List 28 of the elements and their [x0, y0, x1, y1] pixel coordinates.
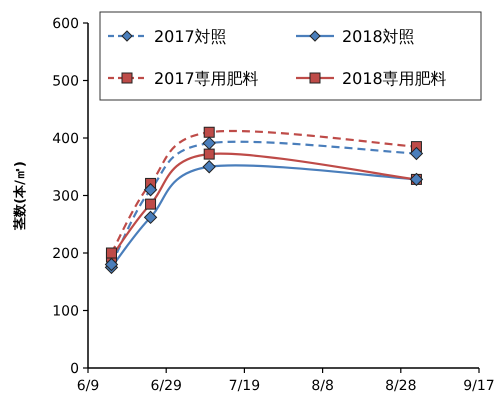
x-tick-label: 8/8 [311, 378, 334, 394]
legend-label: 2017対照 [154, 27, 227, 46]
y-tick-label: 0 [70, 361, 79, 377]
legend-label: 2018専用肥料 [342, 69, 447, 88]
y-tick-label: 400 [52, 131, 79, 147]
point [204, 148, 215, 160]
point [144, 183, 158, 196]
y-tick-label: 500 [52, 74, 79, 90]
y-tick-label: 300 [52, 188, 79, 204]
legend-label: 2017専用肥料 [154, 69, 259, 88]
point [202, 136, 216, 150]
point [204, 126, 215, 138]
x-tick-label: 9/17 [463, 378, 495, 394]
point [202, 160, 216, 174]
point [106, 248, 117, 258]
legend-label: 2018対照 [342, 27, 415, 46]
point [104, 258, 118, 271]
y-axis-title: 茎数(本/㎡) [12, 161, 28, 231]
x-tick-label: 6/29 [150, 378, 182, 394]
x-tick-label: 6/9 [76, 378, 100, 394]
x-tick-label: 7/19 [228, 378, 260, 394]
point [144, 210, 158, 224]
y-tick-label: 200 [52, 246, 79, 262]
point [145, 198, 156, 210]
x-tick-label: 8/28 [385, 378, 417, 394]
y-tick-label: 100 [52, 304, 79, 320]
y-tick-label: 600 [52, 16, 79, 32]
point [410, 147, 423, 160]
